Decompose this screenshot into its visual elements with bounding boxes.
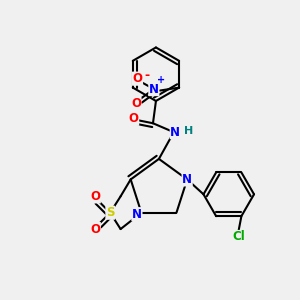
Text: N: N [182,173,192,186]
Text: H: H [184,126,193,136]
Text: S: S [106,206,114,219]
Text: O: O [129,112,139,125]
Text: N: N [149,82,159,96]
Text: O: O [90,190,100,203]
Text: N: N [170,126,180,139]
Text: +: + [157,75,165,85]
Text: N: N [132,208,142,221]
Text: O: O [131,98,141,110]
Text: O: O [90,223,100,236]
Text: O: O [133,72,142,85]
Text: Cl: Cl [232,230,245,244]
Text: -: - [144,69,150,82]
